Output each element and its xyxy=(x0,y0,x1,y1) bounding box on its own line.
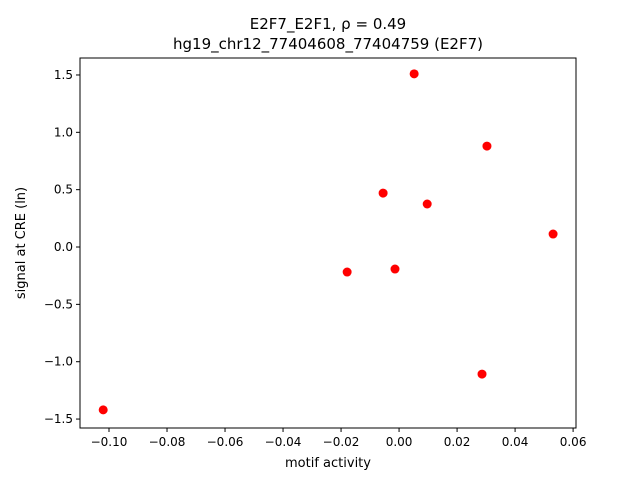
point xyxy=(422,199,432,209)
x-tick-label: −0.10 xyxy=(91,435,128,449)
point xyxy=(477,369,487,379)
x-tick-label: 0.04 xyxy=(502,435,529,449)
chart-subtitle: hg19_chr12_77404608_77404759 (E2F7) xyxy=(173,35,483,54)
point xyxy=(482,141,492,151)
y-axis-label: signal at CRE (ln) xyxy=(14,187,29,299)
x-tick-label: −0.04 xyxy=(265,435,302,449)
point xyxy=(342,267,352,277)
point xyxy=(98,405,108,415)
x-tick-label: 0.00 xyxy=(386,435,413,449)
point xyxy=(390,264,400,274)
y-tick-label: 1.5 xyxy=(54,68,73,82)
point xyxy=(548,229,558,239)
point xyxy=(409,69,419,79)
plot-frame xyxy=(79,57,577,429)
y-tick-label: 1.0 xyxy=(54,125,73,139)
x-tick-label: 0.06 xyxy=(560,435,587,449)
y-tick-label: −1.5 xyxy=(44,412,73,426)
x-axis-label: motif activity xyxy=(285,456,371,471)
x-tick-label: 0.02 xyxy=(444,435,471,449)
y-tick-label: −0.5 xyxy=(44,297,73,311)
x-tick-label: −0.02 xyxy=(323,435,360,449)
y-tick-label: 0.0 xyxy=(54,240,73,254)
y-tick-label: −1.0 xyxy=(44,355,73,369)
x-tick-label: −0.06 xyxy=(207,435,244,449)
chart-title: E2F7_E2F1, ρ = 0.49 xyxy=(250,15,406,34)
point xyxy=(378,188,388,198)
x-tick-label: −0.08 xyxy=(149,435,186,449)
y-tick-label: 0.5 xyxy=(54,183,73,197)
